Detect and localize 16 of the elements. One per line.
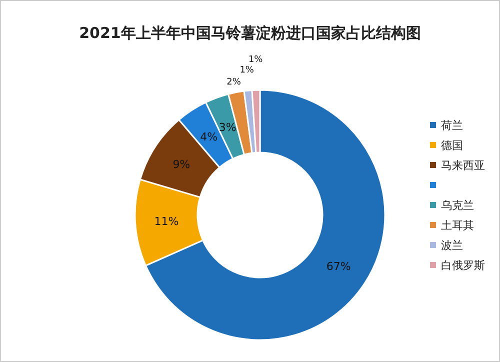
data-label: 1% bbox=[248, 55, 264, 66]
data-label: 4% bbox=[200, 130, 218, 144]
legend-label: 荷兰 bbox=[441, 119, 463, 132]
legend-label: 土耳其 bbox=[441, 219, 474, 232]
legend-label: 白俄罗斯 bbox=[441, 259, 485, 272]
data-label: 67% bbox=[326, 260, 351, 274]
legend-label: 波兰 bbox=[441, 239, 463, 252]
data-label: 9% bbox=[172, 158, 190, 171]
data-label: 3% bbox=[218, 121, 236, 134]
chart-title: 2021年上半年中国马铃薯淀粉进口国家占比结构图 bbox=[79, 24, 421, 42]
data-label: 11% bbox=[154, 215, 179, 228]
legend-label: 乌克兰 bbox=[441, 199, 474, 212]
data-label: 1% bbox=[240, 66, 254, 76]
legend-label: 德国 bbox=[441, 139, 463, 152]
data-label: 2% bbox=[226, 78, 242, 88]
legend-label: 马来西亚 bbox=[441, 159, 485, 172]
